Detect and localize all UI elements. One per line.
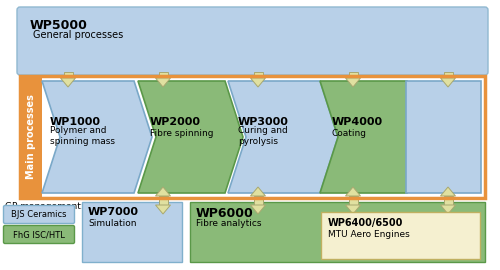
Bar xyxy=(20,76,485,198)
FancyBboxPatch shape xyxy=(190,202,485,262)
Text: General processes: General processes xyxy=(33,30,123,40)
Bar xyxy=(444,72,452,78)
Polygon shape xyxy=(156,187,170,196)
Text: GP management:: GP management: xyxy=(5,202,84,211)
Polygon shape xyxy=(156,205,170,214)
Text: Simulation: Simulation xyxy=(88,219,136,228)
Text: FhG ISC/HTL: FhG ISC/HTL xyxy=(13,230,65,239)
Polygon shape xyxy=(42,81,152,193)
Text: Curing and
pyrolysis: Curing and pyrolysis xyxy=(238,126,288,146)
Bar xyxy=(158,72,168,78)
Text: BJS Ceramics: BJS Ceramics xyxy=(11,210,67,219)
FancyBboxPatch shape xyxy=(4,225,74,244)
Bar xyxy=(254,72,262,78)
Text: WP3000: WP3000 xyxy=(238,117,289,127)
Text: WP6400/6500: WP6400/6500 xyxy=(328,218,404,228)
Bar xyxy=(20,76,42,198)
Text: Polymer and
spinning mass: Polymer and spinning mass xyxy=(50,126,115,146)
FancyBboxPatch shape xyxy=(82,202,182,262)
Text: WP6000: WP6000 xyxy=(196,207,254,220)
Polygon shape xyxy=(320,81,425,193)
Polygon shape xyxy=(250,205,266,214)
Polygon shape xyxy=(250,187,266,196)
Polygon shape xyxy=(440,78,456,87)
FancyBboxPatch shape xyxy=(17,7,488,75)
Polygon shape xyxy=(346,78,360,87)
Bar xyxy=(254,196,262,205)
Polygon shape xyxy=(250,78,266,87)
Bar xyxy=(406,81,481,193)
Polygon shape xyxy=(156,78,170,87)
Text: Fibre analytics: Fibre analytics xyxy=(196,219,262,228)
Bar xyxy=(348,196,358,205)
Polygon shape xyxy=(346,205,360,214)
Text: WP2000: WP2000 xyxy=(150,117,201,127)
Polygon shape xyxy=(346,187,360,196)
Bar xyxy=(64,72,72,78)
Text: WP5000: WP5000 xyxy=(30,19,88,32)
Text: WP1000: WP1000 xyxy=(50,117,101,127)
Text: Fibre spinning: Fibre spinning xyxy=(150,130,214,139)
Text: WP4000: WP4000 xyxy=(332,117,383,127)
FancyBboxPatch shape xyxy=(4,205,74,224)
Polygon shape xyxy=(60,78,76,87)
Bar xyxy=(348,72,358,78)
Bar xyxy=(444,196,452,205)
Bar xyxy=(158,196,168,205)
Polygon shape xyxy=(440,205,456,214)
Polygon shape xyxy=(228,81,338,193)
Polygon shape xyxy=(440,187,456,196)
Text: Main processes: Main processes xyxy=(26,94,36,180)
Text: Coating: Coating xyxy=(332,130,367,139)
Text: WP7000: WP7000 xyxy=(88,207,139,217)
FancyBboxPatch shape xyxy=(321,212,480,259)
Polygon shape xyxy=(138,81,243,193)
Text: MTU Aero Engines: MTU Aero Engines xyxy=(328,230,410,239)
